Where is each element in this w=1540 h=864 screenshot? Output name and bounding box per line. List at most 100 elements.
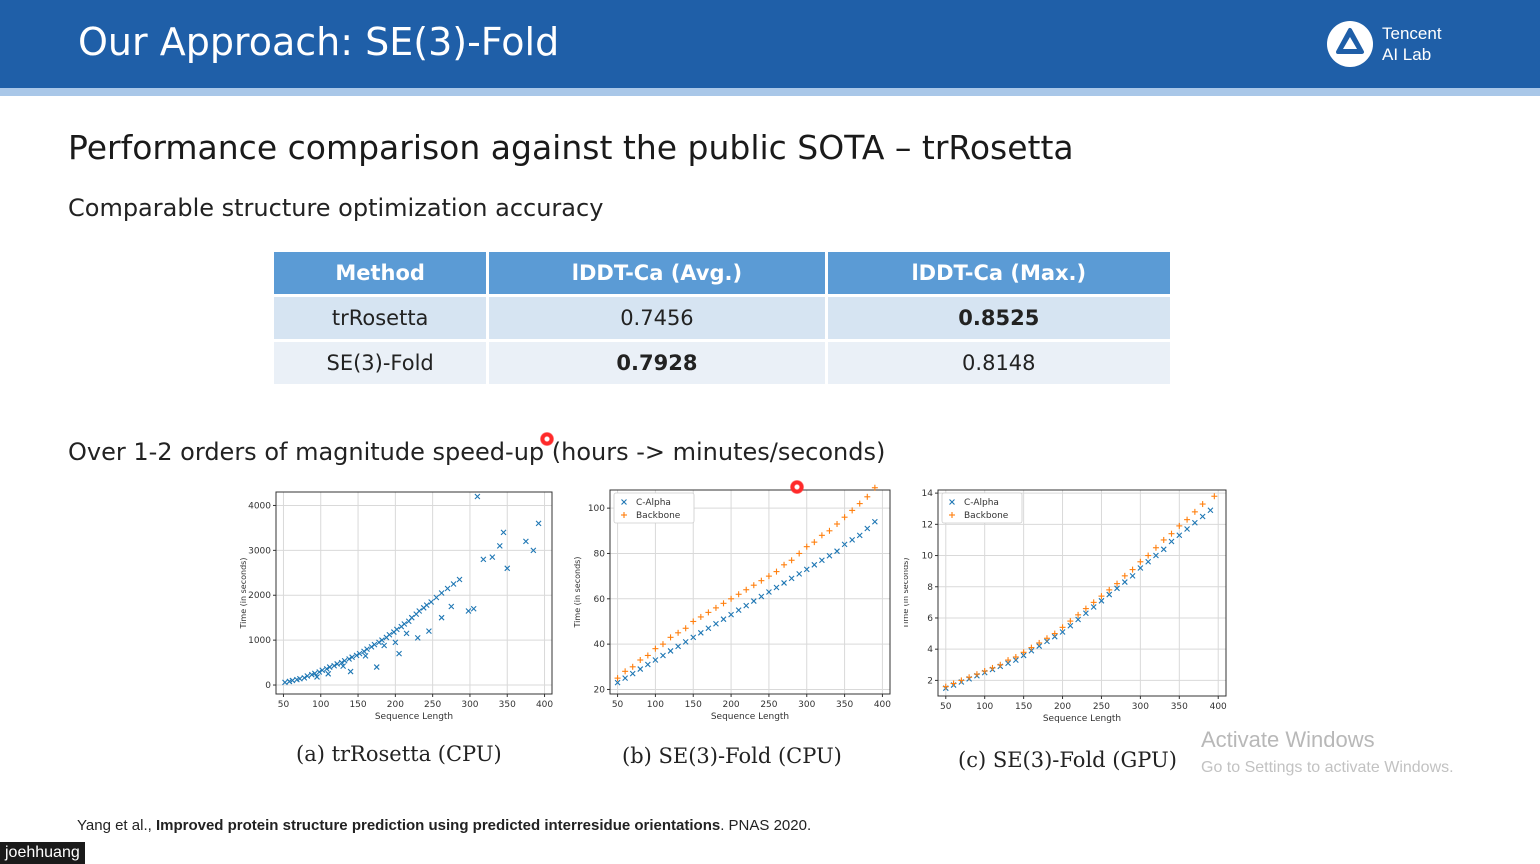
table-header-cell: lDDT-Ca (Avg.) (487, 252, 828, 296)
data-point-stroke (1207, 507, 1214, 514)
data-point (997, 661, 1004, 668)
legend-label: C-Alpha (636, 498, 671, 508)
data-point-stroke (705, 625, 712, 632)
data-point (637, 657, 644, 663)
data-point (403, 630, 410, 637)
data-point (1176, 532, 1183, 539)
laser-pointer-dot (790, 480, 804, 494)
legend-x-marker-icon (621, 499, 627, 505)
data-point (705, 625, 712, 632)
data-point (1005, 657, 1012, 664)
reference-suffix: . PNAS 2020. (720, 817, 812, 834)
data-point (1121, 572, 1128, 579)
data-point-stroke (622, 675, 629, 682)
x-tick-label: 150 (1015, 702, 1032, 712)
data-point (1020, 649, 1027, 656)
data-point (331, 662, 338, 669)
data-point (750, 582, 757, 589)
data-point (308, 671, 315, 678)
x-tick-label: 350 (499, 700, 516, 710)
data-point-stroke (690, 634, 697, 641)
data-point-stroke (444, 585, 451, 592)
x-tick-label: 100 (312, 700, 329, 710)
data-point-stroke (426, 628, 432, 635)
data-point (364, 646, 370, 653)
data-point-stroke (1098, 597, 1105, 604)
x-tick-label: 350 (1171, 702, 1188, 712)
data-point (849, 536, 856, 543)
data-point-stroke (1106, 591, 1113, 598)
data-point-stroke (667, 648, 674, 654)
caption-trrosetta-cpu: (a) trRosetta (CPU) (296, 742, 502, 766)
data-point-stroke (392, 639, 399, 646)
data-point (373, 664, 380, 670)
y-tick-label: 20 (594, 685, 606, 695)
accuracy-subheading: Comparable structure optimization accura… (68, 194, 604, 222)
data-point-stroke (353, 652, 360, 659)
data-point (614, 675, 621, 682)
data-point (282, 679, 288, 686)
data-point (416, 608, 423, 614)
data-point (1059, 629, 1066, 635)
data-point (758, 577, 765, 584)
data-point (841, 514, 848, 521)
data-point (379, 637, 385, 644)
data-point-stroke (340, 663, 347, 670)
data-point (766, 589, 772, 595)
data-point (773, 568, 780, 575)
data-point (629, 663, 636, 670)
data-point-stroke (1059, 629, 1066, 635)
activate-windows-watermark: Activate Windows (1201, 727, 1375, 752)
data-point (1199, 501, 1206, 508)
data-point (871, 518, 878, 525)
data-point-stroke (826, 552, 833, 559)
chart-legend: C-Alpha Backbone (613, 492, 695, 524)
data-point (720, 616, 727, 623)
data-point (1176, 522, 1183, 529)
data-point (444, 585, 451, 592)
data-point-stroke (308, 671, 315, 678)
data-point (334, 661, 341, 667)
y-tick-label: 80 (594, 549, 606, 559)
legend-plus-marker-icon (621, 512, 627, 518)
data-point (326, 664, 333, 670)
y-tick-label: 14 (922, 489, 934, 499)
data-point (781, 561, 788, 568)
data-point (393, 626, 400, 633)
data-point (675, 629, 682, 636)
y-tick-label: 10 (922, 552, 934, 562)
data-point-stroke (334, 661, 341, 667)
data-point (622, 675, 629, 682)
data-point-stroke (675, 643, 681, 650)
data-point-stroke (743, 602, 750, 609)
data-point (834, 521, 841, 527)
data-point-stroke (1137, 565, 1144, 571)
data-point (1207, 507, 1214, 514)
data-point-stroke (1036, 643, 1043, 649)
y-tick-label: 100 (588, 504, 605, 514)
x-axis-label: Sequence Length (711, 712, 789, 722)
data-point (504, 565, 511, 572)
data-point (743, 602, 750, 609)
data-point-stroke (323, 665, 330, 672)
data-point-stroke (450, 581, 457, 587)
data-point (1152, 544, 1159, 551)
data-point (1199, 513, 1206, 520)
plot-frame (275, 491, 553, 695)
header-underline (0, 88, 1540, 96)
data-point (362, 652, 369, 659)
data-point-stroke (414, 634, 421, 641)
data-point (1106, 591, 1113, 598)
data-point-stroke (1191, 519, 1198, 526)
data-point-stroke (282, 679, 288, 686)
data-point (765, 573, 772, 580)
presenter-name-tag: joehhuang (0, 842, 85, 864)
data-point-stroke (1199, 513, 1206, 520)
data-point (371, 641, 378, 648)
data-point-stroke (349, 654, 355, 661)
data-point (1145, 552, 1152, 559)
data-point-stroke (403, 630, 410, 637)
data-point (1036, 643, 1043, 649)
data-point (796, 550, 803, 557)
data-point (1067, 618, 1074, 625)
